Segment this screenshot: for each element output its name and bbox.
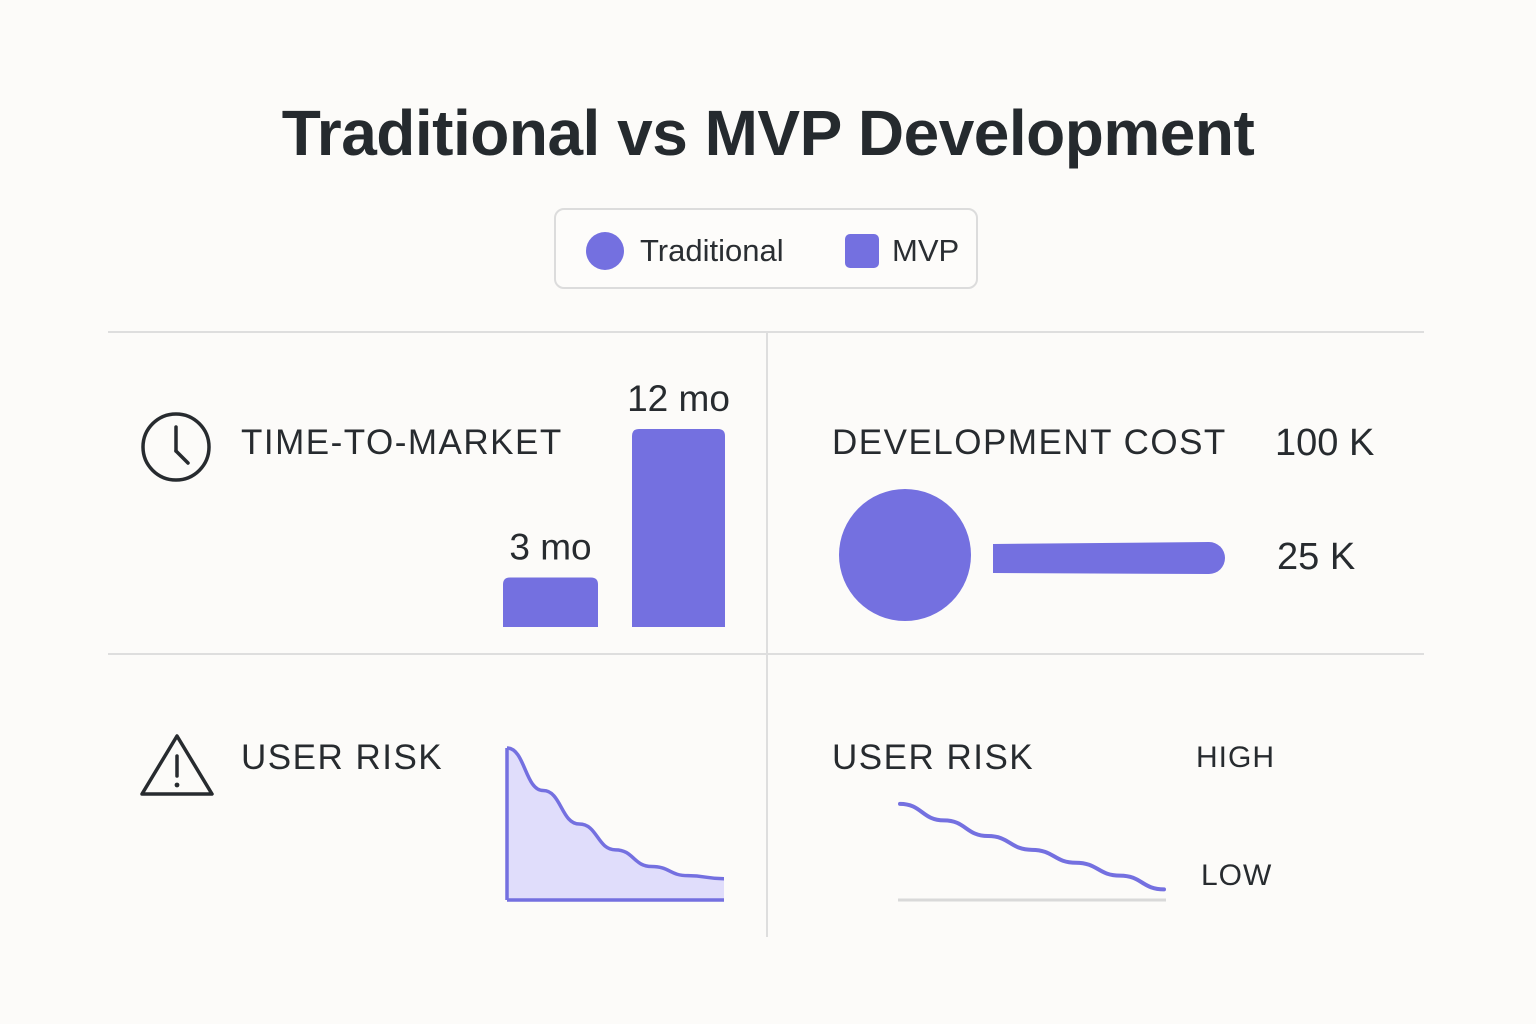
risk-line-chart bbox=[898, 801, 1166, 902]
cost-mark-mvp bbox=[993, 542, 1225, 574]
panel-title-user-risk-mvp: USER RISK bbox=[832, 738, 1035, 777]
legend-label-traditional: Traditional bbox=[640, 233, 784, 268]
panel-title-time-to-market: TIME-TO-MARKET bbox=[241, 423, 563, 462]
risk-tick-high: HIGH bbox=[1196, 741, 1275, 774]
cost-mark-traditional bbox=[839, 489, 971, 621]
time-bar-mvp bbox=[503, 577, 598, 627]
risk-area-curve bbox=[506, 746, 725, 881]
time-value-label-mvp: 3 mo bbox=[509, 527, 591, 568]
legend-label-mvp: MVP bbox=[892, 233, 960, 268]
cost-chart bbox=[839, 489, 1225, 621]
risk-area-chart bbox=[505, 746, 725, 902]
panel-title-user-risk-traditional: USER RISK bbox=[241, 738, 444, 777]
time-bar-chart: 3 mo 12 mo bbox=[503, 378, 730, 627]
risk-area-fill bbox=[507, 748, 724, 900]
legend-swatch-mvp bbox=[845, 234, 879, 268]
time-value-label-traditional: 12 mo bbox=[627, 378, 730, 419]
risk-tick-low: LOW bbox=[1201, 859, 1273, 892]
cost-value-traditional: 100 K bbox=[1275, 422, 1375, 464]
risk-line-series bbox=[898, 801, 1166, 892]
panel-title-development-cost: DEVELOPMENT COST bbox=[832, 423, 1227, 462]
warning-triangle-icon bbox=[140, 734, 214, 796]
chart-title: Traditional vs MVP Development bbox=[281, 97, 1255, 169]
legend: Traditional MVP bbox=[554, 208, 978, 289]
legend-swatch-traditional bbox=[586, 232, 624, 270]
grid-line-vertical bbox=[766, 333, 768, 937]
cost-value-mvp: 25 K bbox=[1277, 536, 1356, 578]
grid-line-top bbox=[108, 331, 1424, 333]
time-bar-traditional bbox=[632, 429, 725, 627]
clock-icon bbox=[141, 412, 211, 482]
